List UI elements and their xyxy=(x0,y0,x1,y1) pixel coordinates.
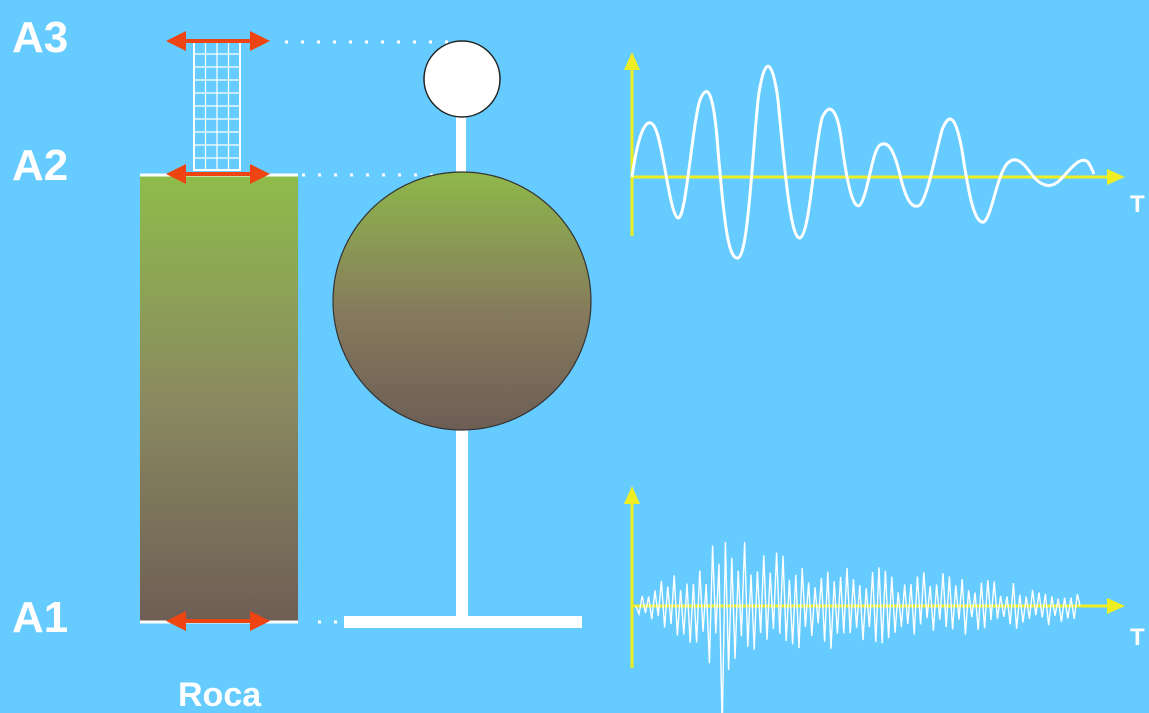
upper-y-arrowhead xyxy=(624,52,640,70)
arrow-a3 xyxy=(166,31,270,51)
model-base-plate xyxy=(344,616,582,628)
arrow-a1 xyxy=(166,611,270,631)
arrow-a2 xyxy=(166,164,270,184)
label-a3: A3 xyxy=(12,13,68,62)
lower-waveform xyxy=(635,541,1081,713)
lower-axis-label-t: T xyxy=(1130,624,1145,651)
lower-x-arrowhead xyxy=(1107,598,1125,614)
building-grid xyxy=(193,41,241,171)
soil-mass-circle xyxy=(332,171,592,431)
label-a2: A2 xyxy=(12,141,68,190)
upper-response-plot: T xyxy=(624,52,1145,260)
model-lower-stem xyxy=(456,428,468,618)
upper-waveform xyxy=(630,64,1096,260)
soil-column xyxy=(140,175,298,622)
label-a1: A1 xyxy=(12,593,68,642)
lower-y-arrowhead xyxy=(624,486,640,504)
structure-mass-circle xyxy=(423,40,501,118)
lower-input-plot: T xyxy=(624,486,1145,713)
model-upper-stem xyxy=(456,110,466,180)
upper-x-arrowhead xyxy=(1107,169,1125,185)
upper-axis-label-t: T xyxy=(1130,191,1145,218)
label-roca: Roca xyxy=(178,676,262,713)
